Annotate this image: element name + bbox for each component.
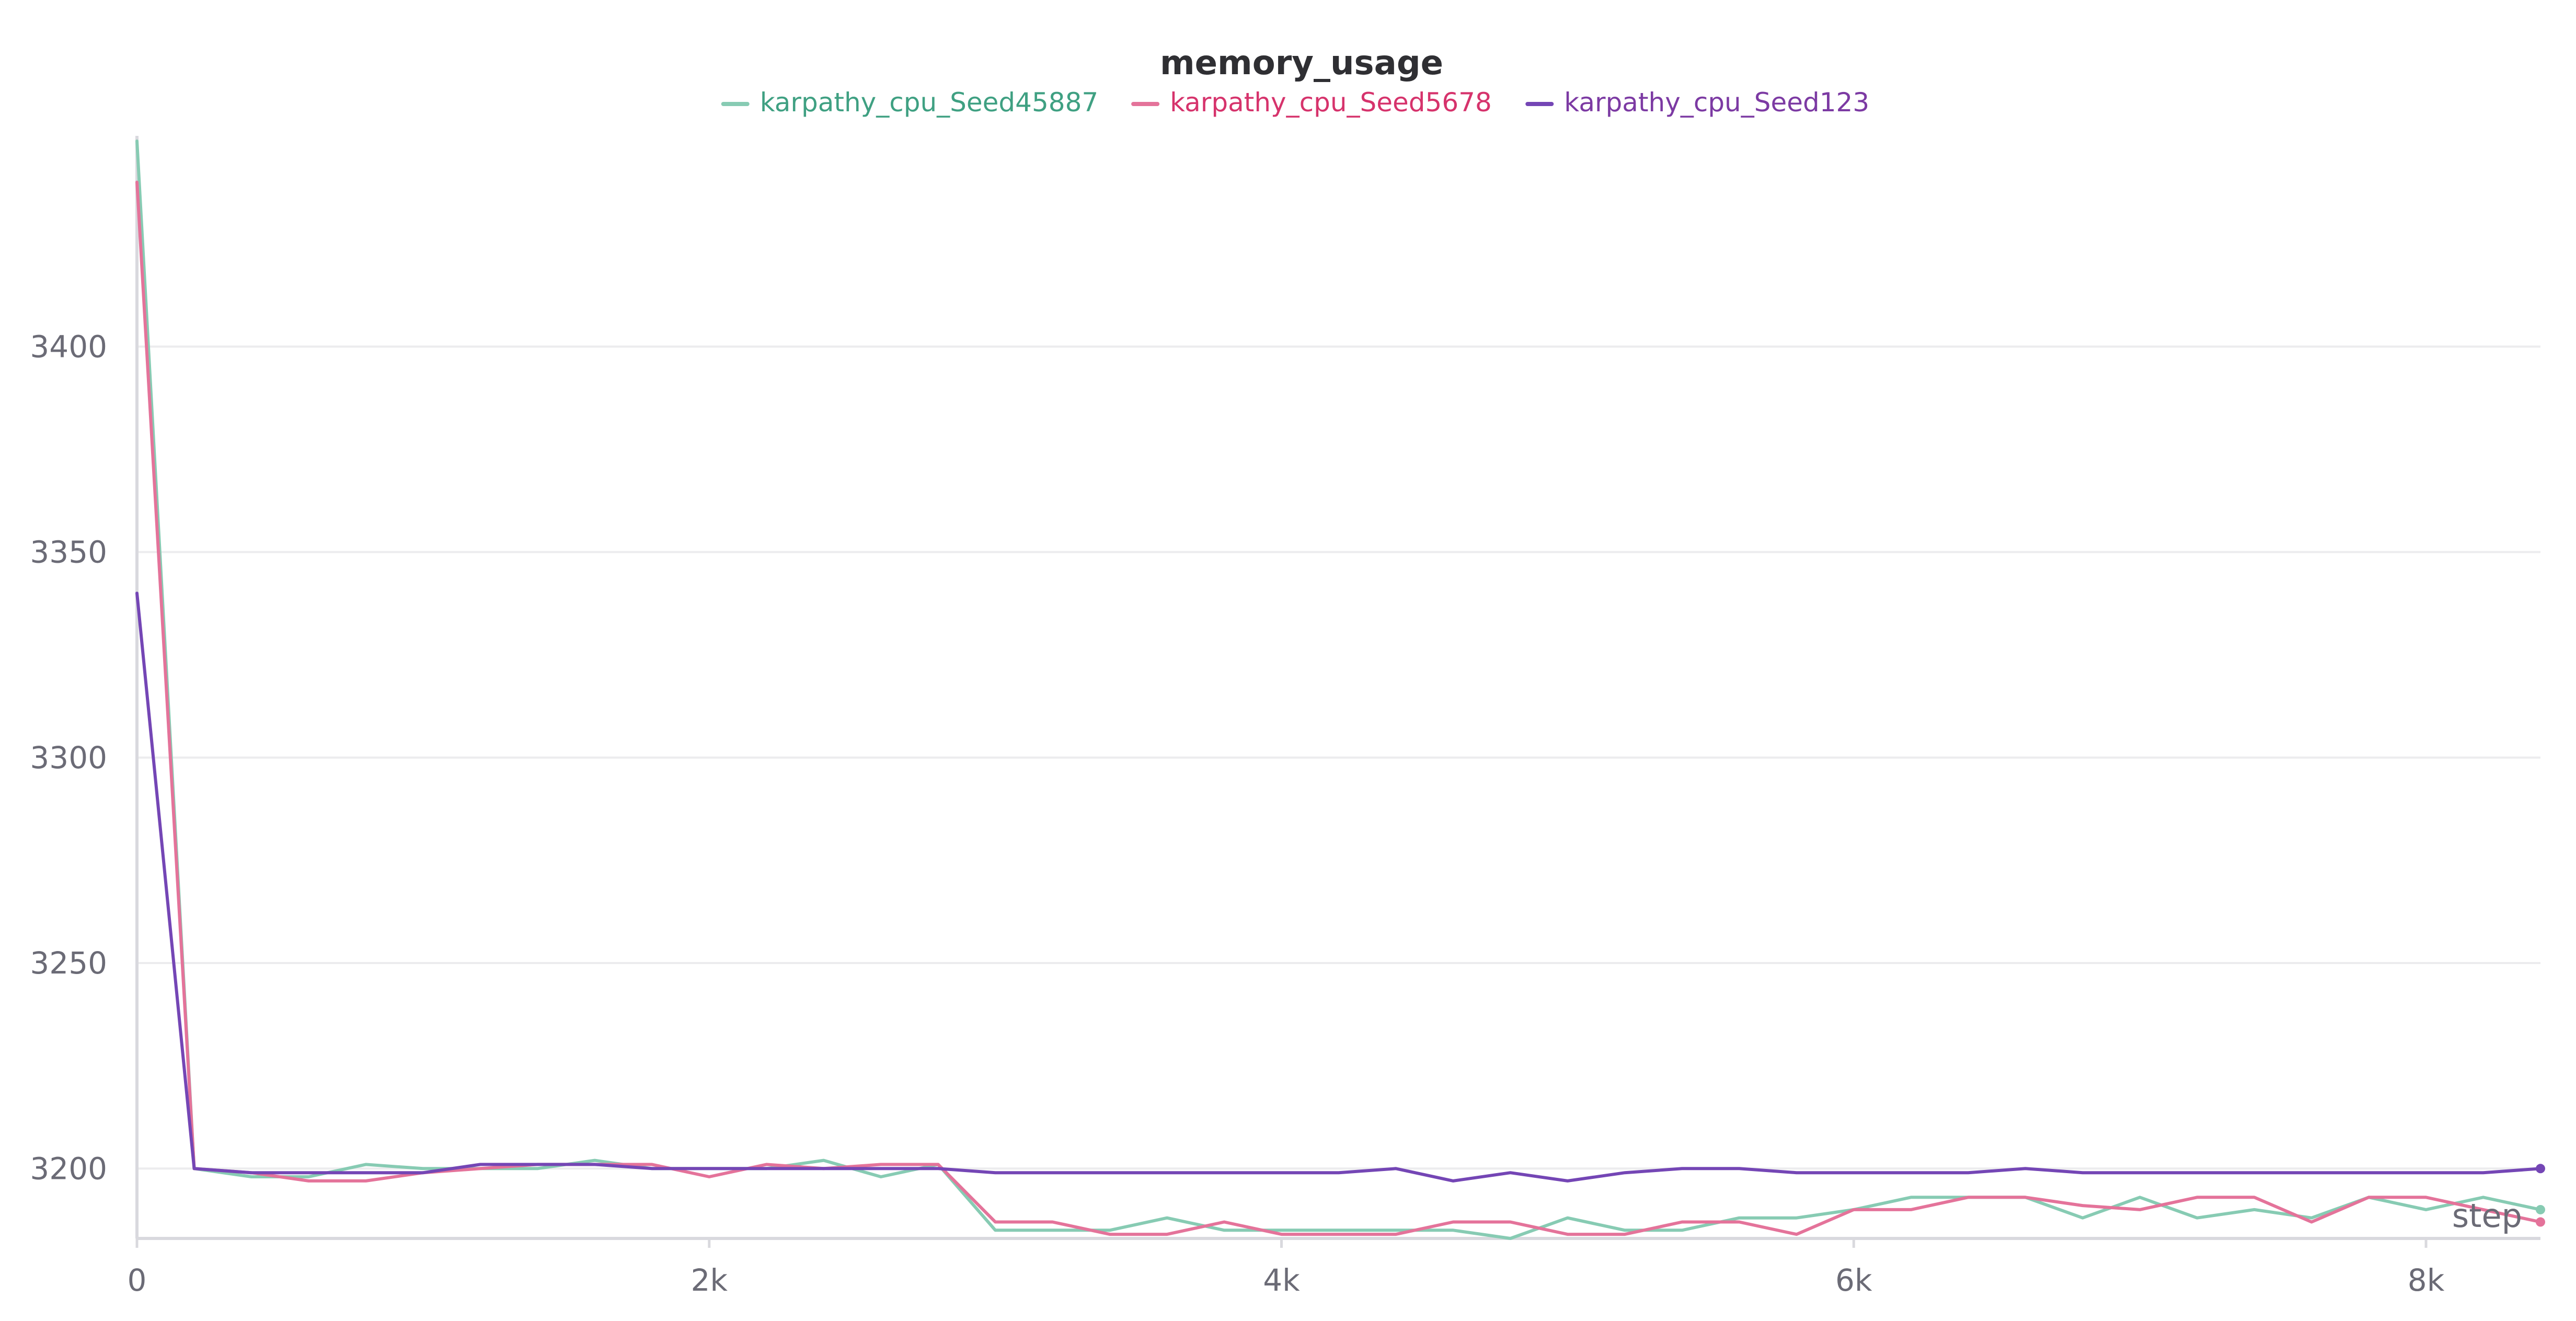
y-tick-label: 3300: [30, 740, 107, 775]
series-line-karpathy_cpu_Seed123[interactable]: [135, 592, 2542, 1183]
x-tick-label: 4k: [1263, 1262, 1300, 1298]
legend-label: karpathy_cpu_Seed45887: [760, 87, 1099, 118]
axes-layer: 3200 3250 3300 3350 3400 0 2k 4k 6k 8k: [30, 136, 2540, 1298]
legend-label: karpathy_cpu_Seed123: [1564, 87, 1869, 118]
x-tick-label: 6k: [1835, 1262, 1872, 1298]
chart-title: memory_usage: [1160, 44, 1443, 83]
legend-item-karpathy_cpu_Seed123[interactable]: karpathy_cpu_Seed123: [1525, 87, 1869, 118]
x-tick-label: 8k: [2408, 1262, 2445, 1298]
y-tick-label: 3250: [30, 945, 107, 981]
legend-item-karpathy_cpu_Seed5678[interactable]: karpathy_cpu_Seed5678: [1131, 87, 1492, 118]
y-tick-label: 3200: [30, 1151, 107, 1186]
series-end-point-karpathy_cpu_Seed123[interactable]: [2536, 1164, 2545, 1174]
series-line-karpathy_cpu_Seed45887[interactable]: [135, 140, 2542, 1240]
series-end-point-karpathy_cpu_Seed45887[interactable]: [2536, 1204, 2545, 1214]
legend[interactable]: karpathy_cpu_Seed45887 karpathy_cpu_Seed5…: [721, 87, 1869, 118]
x-tick-label: 2k: [691, 1262, 728, 1298]
y-tick-label: 3350: [30, 535, 107, 570]
legend-label: karpathy_cpu_Seed5678: [1170, 87, 1492, 118]
x-axis-label: step: [2452, 1197, 2522, 1235]
series-layer[interactable]: [135, 140, 2545, 1240]
series-end-point-karpathy_cpu_Seed5678[interactable]: [2536, 1217, 2545, 1227]
x-tick-label: 0: [128, 1262, 147, 1298]
y-tick-label: 3400: [30, 329, 107, 364]
legend-item-karpathy_cpu_Seed45887[interactable]: karpathy_cpu_Seed45887: [721, 87, 1099, 118]
